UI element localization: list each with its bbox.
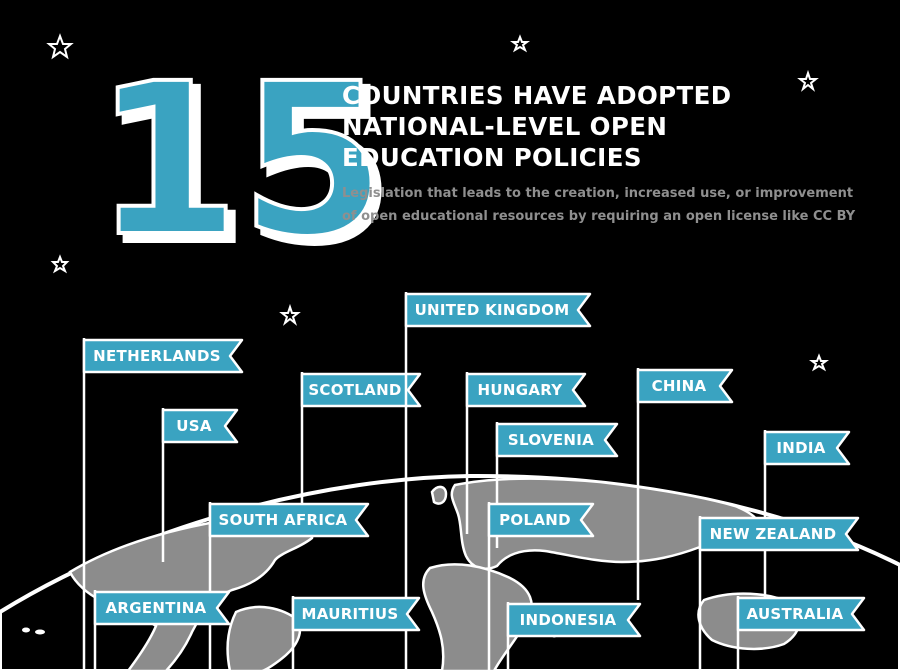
headline: COUNTRIES HAVE ADOPTED NATIONAL-LEVEL OP… — [342, 80, 762, 173]
flag-label: INDIA — [776, 439, 826, 457]
flag-banner — [495, 422, 619, 458]
flag-banner — [300, 372, 422, 408]
headline-line: EDUCATION POLICIES — [342, 143, 642, 172]
flag-argentina — [93, 590, 231, 671]
star-icon — [809, 353, 829, 372]
star-icon — [50, 254, 70, 274]
flag-banner — [465, 372, 587, 408]
flag-poland — [487, 502, 595, 671]
big-number: 15 — [94, 38, 386, 283]
flag-label: SOUTH AFRICA — [218, 511, 348, 529]
flag-label: MAURITIUS — [301, 605, 399, 623]
flag-south-africa — [208, 502, 370, 671]
stars — [46, 33, 829, 372]
continent-south-america — [226, 605, 302, 671]
flag-australia — [736, 596, 866, 671]
flag-label: SCOTLAND — [308, 381, 402, 399]
flag-banner — [208, 502, 370, 538]
flags — [82, 292, 866, 671]
flag-label: USA — [176, 417, 212, 435]
flag-label: UNITED KINGDOM — [414, 301, 570, 319]
flag-hungary — [465, 372, 587, 534]
flag-label: HUNGARY — [477, 381, 563, 399]
continent-eurasia — [450, 477, 760, 570]
island-britain — [430, 485, 448, 505]
flag-banner — [698, 516, 860, 552]
star-icon — [46, 33, 74, 60]
flag-banner — [487, 502, 595, 538]
flag-banner — [82, 338, 244, 374]
flag-label: AUSTRALIA — [746, 605, 844, 623]
flag-label: POLAND — [499, 511, 571, 529]
headline-line: COUNTRIES HAVE ADOPTED — [342, 81, 732, 110]
subtitle-line: of open educational resources by requiri… — [342, 209, 856, 224]
flag-china — [636, 368, 734, 600]
flag-banner — [93, 590, 231, 626]
flag-banner — [404, 292, 592, 328]
small-islands — [22, 627, 45, 635]
flag-usa — [161, 408, 239, 562]
flag-scotland — [300, 372, 422, 508]
flag-banner — [736, 596, 866, 632]
flag-label: INDONESIA — [519, 611, 617, 629]
flag-label: CHINA — [651, 377, 707, 395]
flag-banner — [763, 430, 851, 466]
flag-india — [763, 430, 851, 598]
flag-new-zealand — [698, 516, 860, 671]
flag-label: NETHERLANDS — [93, 347, 221, 365]
continent-africa — [422, 563, 533, 671]
star-icon — [797, 69, 819, 92]
flag-netherlands — [82, 338, 244, 671]
flag-label: ARGENTINA — [105, 599, 207, 617]
flag-banner — [161, 408, 239, 444]
flag-banner — [636, 368, 734, 404]
big-number-shadow: 15 — [101, 45, 393, 290]
flag-label: NEW ZEALAND — [709, 525, 837, 543]
flag-indonesia — [506, 602, 642, 671]
flag-banner — [291, 596, 421, 632]
flag-label: SLOVENIA — [507, 431, 595, 449]
flag-mauritius — [291, 596, 421, 671]
subtitle-line: Legislation that leads to the creation, … — [342, 186, 854, 201]
flag-banner — [506, 602, 642, 638]
star-icon — [279, 303, 301, 326]
headline-line: NATIONAL-LEVEL OPEN — [342, 112, 668, 141]
subtitle: Legislation that leads to the creation, … — [342, 182, 856, 228]
star-icon — [510, 34, 530, 53]
